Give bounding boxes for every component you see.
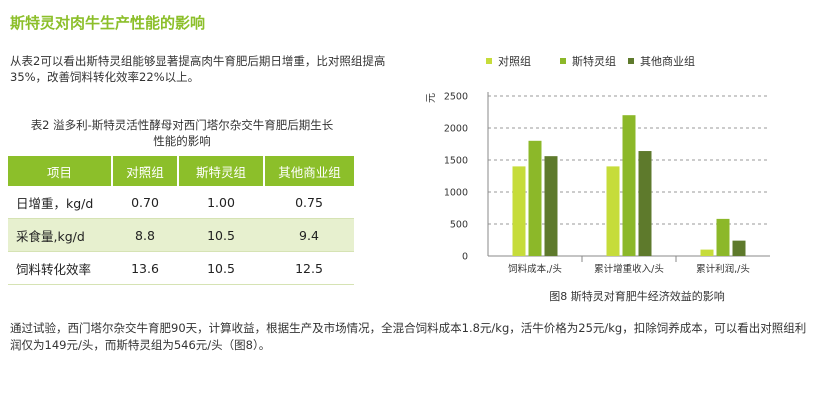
- cell-control: 0.70: [112, 186, 178, 219]
- y-tick-label: 2500: [444, 92, 468, 103]
- table-row: 饲料转化效率 13.6 10.5 12.5: [8, 251, 354, 285]
- y-tick-label: 1000: [444, 188, 468, 199]
- bar: [512, 166, 526, 256]
- cell-other: 12.5: [264, 251, 354, 285]
- bar: [622, 115, 636, 256]
- col-header-item: 项目: [8, 156, 113, 186]
- x-tick-label: 累计利润,/头: [696, 263, 750, 275]
- y-axis-label: 元: [426, 93, 437, 103]
- y-tick-label: 0: [462, 252, 468, 263]
- chart-caption: 图8 斯特灵对育肥牛经济效益的影响: [549, 289, 725, 303]
- row-label: 采食量,kg/d: [8, 218, 112, 252]
- cell-sterling: 1.00: [178, 186, 264, 219]
- table-row: 日增重，kg/d 0.70 1.00 0.75: [8, 186, 354, 219]
- table-caption-line1: 表2 溢多利-斯特灵活性酵母对西门塔尔杂交牛育肥后期生长: [30, 118, 334, 132]
- bar: [606, 166, 620, 256]
- bar: [544, 156, 558, 256]
- cell-other: 9.4: [264, 218, 354, 252]
- intro-paragraph: 从表2可以看出斯特灵组能够显著提高肉牛育肥后期日增重，比对照组提高35%，改善饲…: [10, 54, 386, 84]
- cell-other: 0.75: [264, 186, 354, 219]
- bar: [716, 218, 730, 256]
- cell-sterling: 10.5: [178, 251, 264, 285]
- table-caption-line2: 性能的影响: [153, 134, 211, 148]
- y-tick-label: 500: [450, 220, 468, 231]
- row-label: 日增重，kg/d: [8, 186, 112, 219]
- cell-control: 13.6: [112, 251, 178, 285]
- legend-label: 其他商业组: [640, 54, 695, 68]
- bar: [700, 249, 714, 256]
- row-label: 饲料转化效率: [8, 251, 112, 285]
- legend-label: 对照组: [498, 54, 531, 68]
- col-header-other: 其他商业组: [264, 156, 354, 186]
- legend-label: 斯特灵组: [572, 54, 616, 68]
- bar: [638, 151, 652, 256]
- bar: [528, 140, 542, 256]
- table-header-row: 项目 对照组 斯特灵组 其他商业组: [8, 156, 354, 186]
- performance-table: 项目 对照组 斯特灵组 其他商业组 日增重，kg/d 0.70 1.00 0.7…: [8, 156, 354, 285]
- bar: [732, 240, 746, 256]
- legend-swatch: [486, 58, 492, 64]
- y-tick-label: 1500: [444, 156, 468, 167]
- table-row: 采食量,kg/d 8.8 10.5 9.4: [8, 218, 354, 252]
- y-tick-label: 2000: [444, 124, 468, 135]
- conclusion-paragraph: 通过试验，西门塔尔杂交牛育肥90天，计算收益，根据生产及市场情况，全混合饲料成本…: [10, 321, 807, 352]
- x-tick-label: 饲料成本,/头: [508, 263, 562, 275]
- table-caption: 表2 溢多利-斯特灵活性酵母对西门塔尔杂交牛育肥后期生长 性能的影响: [12, 117, 352, 149]
- col-header-sterling: 斯特灵组: [178, 156, 265, 186]
- x-tick-label: 累计增重收入/头: [594, 263, 664, 275]
- cell-control: 8.8: [112, 218, 178, 252]
- col-header-control: 对照组: [112, 156, 179, 186]
- cell-sterling: 10.5: [178, 218, 264, 252]
- legend-swatch: [628, 58, 634, 64]
- page-title: 斯特灵对肉牛生产性能的影响: [10, 14, 206, 32]
- legend-swatch: [560, 58, 566, 64]
